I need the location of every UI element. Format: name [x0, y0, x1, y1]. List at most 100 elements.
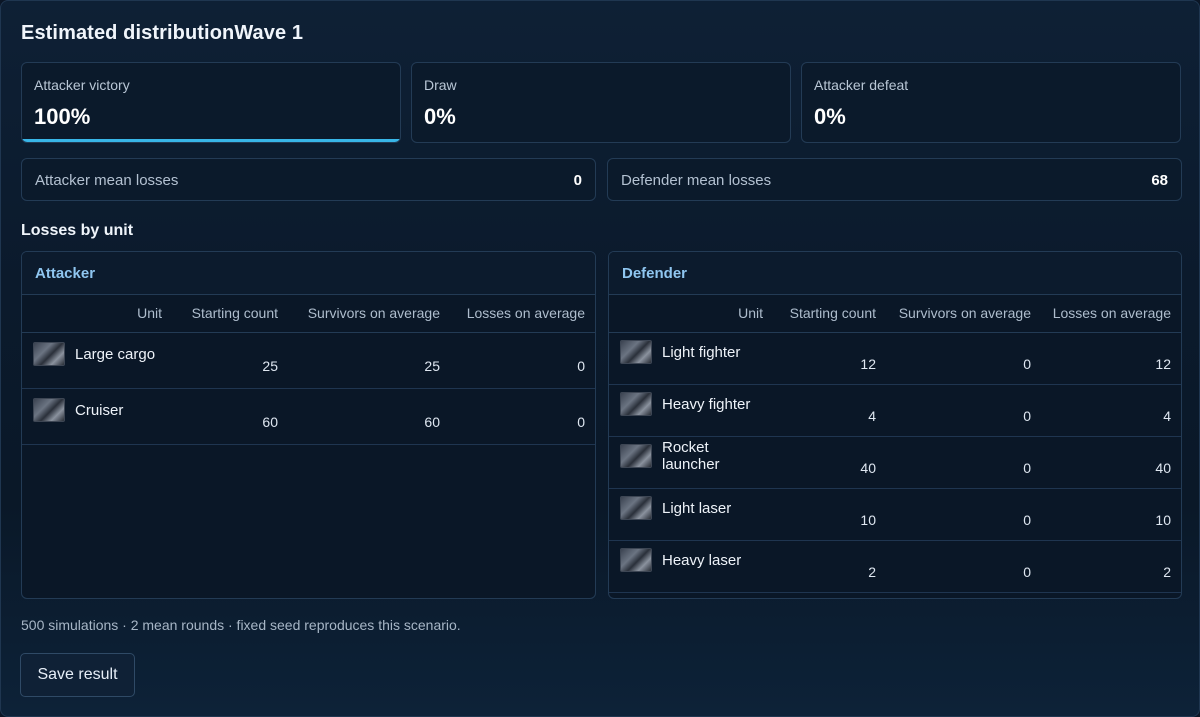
mean-value: 0: [573, 172, 582, 189]
outcome-label: Attacker defeat: [814, 77, 909, 93]
losses-average: 0: [577, 358, 585, 374]
losses-cell: 4: [1041, 384, 1181, 437]
losses-average: 10: [1155, 512, 1171, 528]
unit-cell: Light laser: [609, 488, 773, 541]
table-row: Light laser 10 0 10: [609, 488, 1181, 541]
starting-count: 40: [860, 460, 876, 476]
unit-name: Cruiser: [75, 401, 124, 419]
starting-count-cell: 60: [172, 388, 288, 445]
col-starting-count: Starting count: [773, 295, 886, 333]
survivors-average: 0: [1023, 564, 1031, 580]
unit-name: Heavy laser: [662, 551, 742, 569]
mean-value: 68: [1151, 172, 1168, 189]
survivors-average: 0: [1023, 512, 1031, 528]
losses-cell: 0: [450, 388, 595, 445]
survivors-average: 0: [1023, 408, 1031, 424]
col-starting-count: Starting count: [172, 295, 288, 333]
unit-name: Light laser: [662, 499, 732, 517]
outcome-label: Attacker victory: [34, 77, 130, 93]
losses-average: 12: [1155, 356, 1171, 372]
table-row: Heavy fighter 4 0 4: [609, 384, 1181, 437]
survivors-average: 60: [424, 414, 440, 430]
unit-name: Large cargo: [75, 345, 156, 363]
outcome-draw: Draw 0%: [411, 62, 791, 143]
unit-thumbnail-icon: [620, 444, 652, 468]
starting-count: 4: [868, 408, 876, 424]
col-losses: Losses on average: [1041, 295, 1181, 333]
losses-cell: 0: [450, 332, 595, 389]
unit-name: Heavy fighter: [662, 395, 751, 413]
starting-count-cell: 12: [773, 332, 886, 385]
table-header-row: Unit Starting count Survivors on average…: [22, 295, 595, 333]
starting-count-cell: 40: [773, 436, 886, 489]
defender-table-title: Defender: [609, 252, 1181, 295]
starting-count: 2: [868, 564, 876, 580]
table-row: Rocket launcher 40 0 40: [609, 436, 1181, 489]
table-header-row: Unit Starting count Survivors on average…: [609, 295, 1181, 333]
col-survivors: Survivors on average: [288, 295, 450, 333]
losses-average: 0: [577, 414, 585, 430]
losses-cell: 10: [1041, 488, 1181, 541]
unit-thumbnail-icon: [620, 392, 652, 416]
outcome-attacker-victory: Attacker victory 100%: [21, 62, 401, 143]
losses-cell: 12: [1041, 332, 1181, 385]
attacker-table-title: Attacker: [22, 252, 595, 295]
col-unit: Unit: [609, 295, 773, 333]
starting-count-cell: 25: [172, 332, 288, 389]
starting-count-cell: 10: [773, 488, 886, 541]
mean-label: Attacker mean losses: [35, 172, 179, 189]
defender-losses-table: Unit Starting count Survivors on average…: [609, 295, 1181, 593]
unit-cell: Heavy laser: [609, 540, 773, 593]
losses-cell: 40: [1041, 436, 1181, 489]
unit-cell: Large cargo: [22, 332, 172, 389]
section-title: Losses by unit: [21, 222, 134, 239]
attacker-losses-card: Attacker Unit Starting count Survivors o…: [21, 251, 596, 599]
survivors-cell: 0: [886, 384, 1041, 437]
losses-average: 2: [1163, 564, 1171, 580]
outcome-value: 0%: [424, 104, 456, 129]
survivors-cell: 60: [288, 388, 450, 445]
starting-count: 25: [262, 358, 278, 374]
unit-cell: Rocket launcher: [609, 436, 773, 489]
starting-count-cell: 2: [773, 540, 886, 593]
losses-average: 40: [1155, 460, 1171, 476]
survivors-cell: 25: [288, 332, 450, 389]
survivors-average: 0: [1023, 356, 1031, 372]
starting-count: 10: [860, 512, 876, 528]
attacker-mean-losses: Attacker mean losses 0: [21, 158, 596, 201]
unit-thumbnail-icon: [620, 496, 652, 520]
table-row: Cruiser 60 60 0: [22, 388, 595, 445]
outcome-label: Draw: [424, 77, 457, 93]
defender-mean-losses: Defender mean losses 68: [607, 158, 1182, 201]
table-row: Light fighter 12 0 12: [609, 332, 1181, 385]
table-row: Large cargo 25 25 0: [22, 332, 595, 389]
mean-label: Defender mean losses: [621, 172, 772, 189]
unit-thumbnail-icon: [33, 342, 65, 366]
table-row: Heavy laser 2 0 2: [609, 540, 1181, 593]
starting-count: 60: [262, 414, 278, 430]
survivors-cell: 0: [886, 540, 1041, 593]
unit-name: Light fighter: [662, 343, 741, 361]
survivors-average: 0: [1023, 460, 1031, 476]
unit-thumbnail-icon: [620, 548, 652, 572]
starting-count: 12: [860, 356, 876, 372]
unit-cell: Heavy fighter: [609, 384, 773, 437]
defender-losses-card: Defender Unit Starting count Survivors o…: [608, 251, 1182, 599]
outcome-value: 100%: [34, 104, 91, 129]
unit-cell: Cruiser: [22, 388, 172, 445]
unit-cell: Light fighter: [609, 332, 773, 385]
unit-thumbnail-icon: [33, 398, 65, 422]
outcome-attacker-defeat: Attacker defeat 0%: [801, 62, 1181, 143]
attacker-losses-table: Unit Starting count Survivors on average…: [22, 295, 595, 445]
attacker-rows: Large cargo 25 25 0 Cruiser 60 60 0: [22, 332, 595, 445]
defender-rows: Light fighter 12 0 12 Heavy fighter 4 0 4 Rocket…: [609, 332, 1181, 593]
survivors-average: 25: [424, 358, 440, 374]
losses-average: 4: [1163, 408, 1171, 424]
col-losses: Losses on average: [450, 295, 595, 333]
losses-cell: 2: [1041, 540, 1181, 593]
col-survivors: Survivors on average: [886, 295, 1041, 333]
unit-name: Rocket launcher: [662, 439, 720, 473]
save-result-button[interactable]: Save result: [20, 653, 135, 697]
page-title: Estimated distributionWave 1: [21, 22, 304, 44]
